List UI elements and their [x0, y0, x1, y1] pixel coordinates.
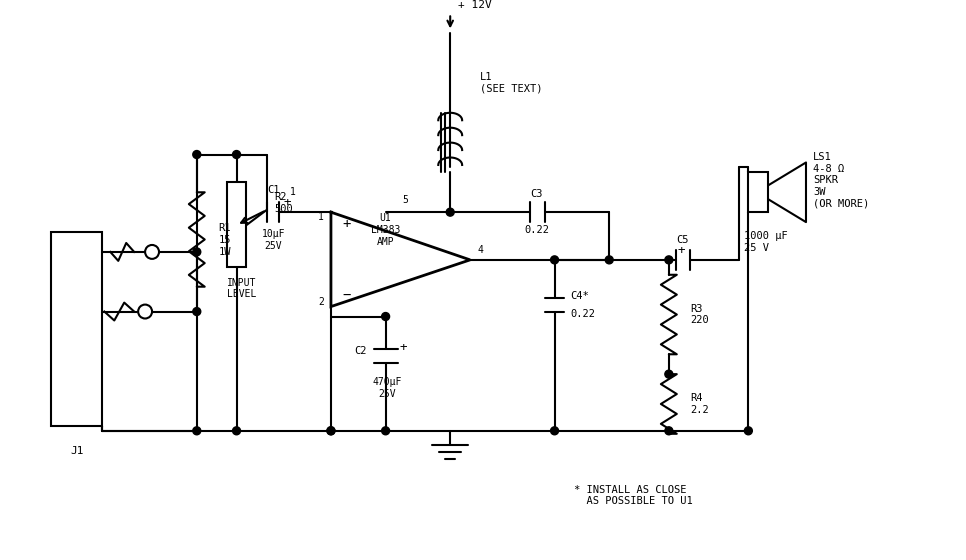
Text: LS1
4-8 Ω
SPKR
3W
(OR MORE): LS1 4-8 Ω SPKR 3W (OR MORE) — [813, 152, 869, 208]
Circle shape — [665, 256, 673, 264]
Circle shape — [193, 307, 201, 315]
Text: R3
220: R3 220 — [691, 304, 709, 325]
Text: + 12V: + 12V — [458, 1, 492, 11]
Text: 0.22: 0.22 — [571, 309, 595, 319]
Text: L1
(SEE TEXT): L1 (SEE TEXT) — [480, 72, 543, 94]
Text: +: + — [283, 196, 291, 209]
Text: R4
2.2: R4 2.2 — [691, 393, 709, 415]
Circle shape — [327, 427, 335, 435]
Circle shape — [138, 305, 152, 319]
Circle shape — [665, 370, 673, 378]
Circle shape — [233, 151, 241, 158]
Circle shape — [327, 427, 335, 435]
Text: 10μF
25V: 10μF 25V — [262, 229, 285, 251]
Circle shape — [233, 427, 241, 435]
Circle shape — [551, 256, 558, 264]
Text: J1: J1 — [71, 446, 84, 456]
Text: 470μF
25V: 470μF 25V — [373, 377, 402, 399]
Text: C2: C2 — [355, 346, 367, 356]
Circle shape — [446, 208, 454, 216]
Text: 4: 4 — [477, 245, 483, 255]
Text: * INSTALL AS CLOSE
  AS POSSIBLE TO U1: * INSTALL AS CLOSE AS POSSIBLE TO U1 — [575, 484, 694, 506]
Circle shape — [145, 245, 159, 259]
Text: C5: C5 — [676, 235, 689, 245]
Text: R2
500: R2 500 — [274, 193, 293, 214]
Circle shape — [551, 427, 558, 435]
Circle shape — [193, 248, 201, 256]
Circle shape — [382, 427, 389, 435]
Circle shape — [193, 151, 201, 158]
Text: +: + — [343, 217, 351, 231]
Bar — [227, 183, 246, 267]
Text: INPUT
LEVEL: INPUT LEVEL — [227, 278, 256, 300]
Text: +: + — [677, 244, 685, 258]
Text: 1: 1 — [318, 212, 324, 222]
Text: C4*: C4* — [571, 291, 589, 301]
Text: C1: C1 — [267, 185, 279, 195]
Circle shape — [745, 427, 753, 435]
Circle shape — [665, 427, 673, 435]
Circle shape — [193, 427, 201, 435]
Text: R1
15
1W: R1 15 1W — [218, 223, 231, 256]
Text: −: − — [343, 288, 351, 302]
Text: +: + — [400, 341, 408, 354]
Text: 1000 μF
25 V: 1000 μF 25 V — [745, 231, 788, 253]
Text: 5: 5 — [403, 195, 409, 205]
Text: 1: 1 — [290, 187, 297, 197]
Text: U1
LM383
AMP: U1 LM383 AMP — [371, 213, 400, 246]
Text: 2: 2 — [318, 297, 324, 307]
Text: C3: C3 — [530, 189, 543, 199]
Circle shape — [382, 312, 389, 320]
Text: 0.22: 0.22 — [525, 225, 549, 235]
Bar — [50, 232, 102, 426]
Bar — [749, 172, 768, 212]
Circle shape — [606, 256, 613, 264]
